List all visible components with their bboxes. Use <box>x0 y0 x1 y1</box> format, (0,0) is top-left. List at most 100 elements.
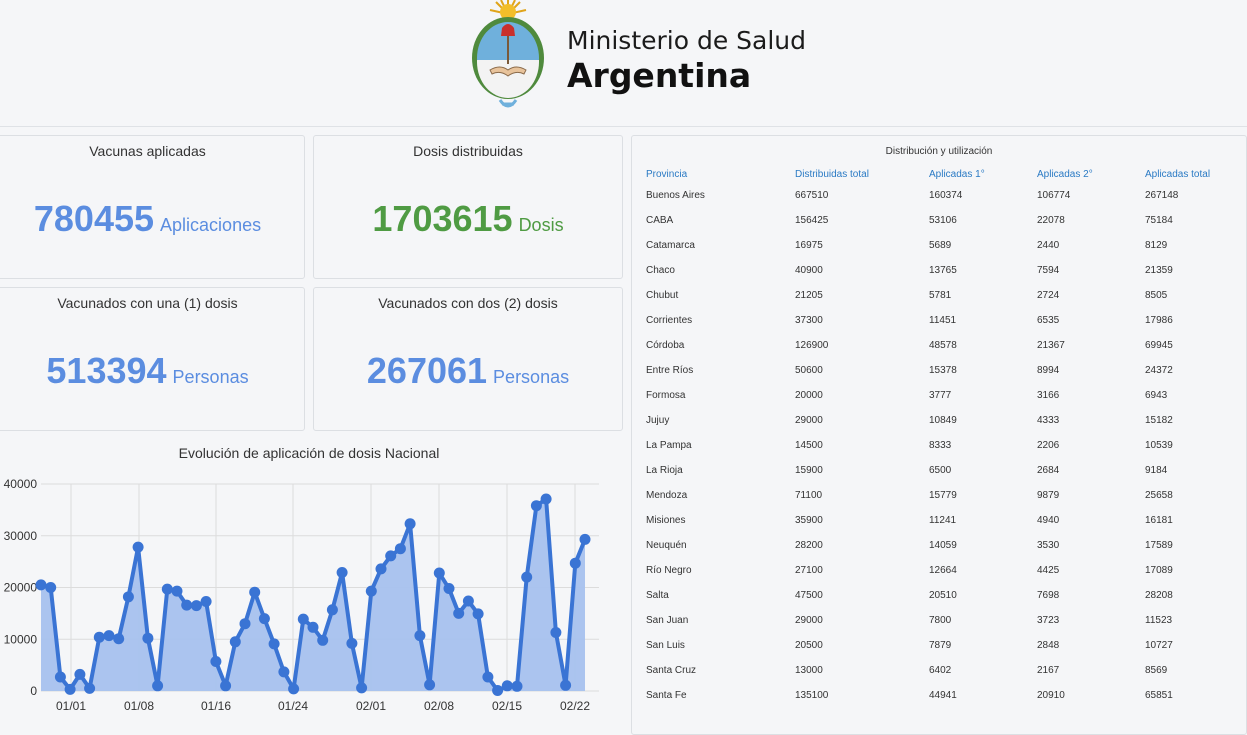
data-point[interactable] <box>103 630 115 642</box>
data-point[interactable] <box>375 563 387 575</box>
x-tick-label: 01/01 <box>56 699 86 713</box>
data-point[interactable] <box>142 632 154 644</box>
column-header-distribuidas[interactable]: Distribuidas total <box>795 169 869 180</box>
data-point[interactable] <box>569 557 581 569</box>
y-tick-label: 40000 <box>4 477 38 491</box>
data-point[interactable] <box>365 585 377 597</box>
data-point[interactable] <box>414 630 426 642</box>
data-point[interactable] <box>288 683 300 695</box>
data-point[interactable] <box>326 604 338 616</box>
data-point[interactable] <box>501 680 513 692</box>
table-row: Buenos Aires 667510 160374 106774 267148 <box>646 183 1225 208</box>
column-header-aplicadas-2[interactable]: Aplicadas 2° <box>1037 169 1093 180</box>
data-point[interactable] <box>84 682 96 694</box>
value-cell: 6500 <box>929 465 952 476</box>
table-row: CABA 156425 53106 22078 75184 <box>646 208 1225 233</box>
data-point[interactable] <box>152 680 164 692</box>
data-point[interactable] <box>54 671 66 683</box>
data-point[interactable] <box>35 579 47 591</box>
value-cell: 156425 <box>795 215 829 226</box>
data-point[interactable] <box>122 591 134 603</box>
data-point[interactable] <box>492 685 504 696</box>
data-point[interactable] <box>472 608 484 620</box>
y-tick-label: 0 <box>30 684 37 698</box>
data-point[interactable] <box>317 634 329 646</box>
stat-unit: Personas <box>172 367 249 387</box>
data-point[interactable] <box>64 683 76 695</box>
province-cell: La Rioja <box>646 465 683 476</box>
data-point[interactable] <box>268 638 280 650</box>
data-point[interactable] <box>462 595 474 607</box>
card-vacunas-aplicadas: Vacunas aplicadas 780455 Aplicaciones <box>0 135 305 279</box>
value-cell: 11523 <box>1145 615 1173 626</box>
data-point[interactable] <box>356 682 368 694</box>
data-point[interactable] <box>336 567 348 578</box>
data-point[interactable] <box>530 500 542 512</box>
data-point[interactable] <box>424 679 436 691</box>
data-point[interactable] <box>93 631 105 643</box>
data-point[interactable] <box>229 636 241 648</box>
data-point[interactable] <box>521 571 533 583</box>
x-tick-label: 02/08 <box>424 699 454 713</box>
data-point[interactable] <box>404 518 416 530</box>
data-point[interactable] <box>200 596 212 607</box>
data-point[interactable] <box>346 637 358 649</box>
value-cell: 29000 <box>795 615 823 626</box>
table-row: Santa Cruz 13000 6402 2167 8569 <box>646 658 1225 683</box>
data-point[interactable] <box>511 680 523 692</box>
data-point[interactable] <box>258 613 270 625</box>
province-cell: Santa Fe <box>646 690 687 701</box>
value-cell: 14059 <box>929 540 957 551</box>
card-vacunados-una-dosis: Vacunados con una (1) dosis 513394 Person… <box>0 287 305 431</box>
value-cell: 24372 <box>1145 365 1173 376</box>
data-point[interactable] <box>385 550 397 562</box>
value-cell: 20510 <box>929 590 957 601</box>
data-point[interactable] <box>540 493 552 505</box>
stat-value-row: 780455 Aplicaciones <box>0 198 304 240</box>
data-point[interactable] <box>210 656 222 667</box>
data-point[interactable] <box>45 582 57 593</box>
data-point[interactable] <box>453 607 465 619</box>
x-tick-label: 01/16 <box>201 699 231 713</box>
data-point[interactable] <box>181 599 193 611</box>
data-point[interactable] <box>394 543 406 555</box>
data-point[interactable] <box>297 613 309 625</box>
table-row: Neuquén 28200 14059 3530 17589 <box>646 533 1225 558</box>
value-cell: 27100 <box>795 565 823 576</box>
value-cell: 3166 <box>1037 390 1060 401</box>
province-cell: Salta <box>646 590 669 601</box>
value-cell: 14500 <box>795 440 823 451</box>
data-point[interactable] <box>161 583 173 595</box>
value-cell: 37300 <box>795 315 823 326</box>
data-point[interactable] <box>307 621 319 633</box>
value-cell: 8569 <box>1145 665 1168 676</box>
data-point[interactable] <box>482 671 494 683</box>
data-point[interactable] <box>278 666 290 678</box>
data-point[interactable] <box>579 533 591 545</box>
data-point[interactable] <box>74 668 86 680</box>
value-cell: 10539 <box>1145 440 1173 451</box>
data-point[interactable] <box>132 541 144 553</box>
column-header-provincia[interactable]: Provincia <box>646 169 688 180</box>
table-row: Chubut 21205 5781 2724 8505 <box>646 283 1225 308</box>
table-row: San Luis 20500 7879 2848 10727 <box>646 633 1225 658</box>
data-point[interactable] <box>560 679 572 691</box>
data-point[interactable] <box>190 600 202 612</box>
data-point[interactable] <box>433 567 445 579</box>
value-cell: 12664 <box>929 565 957 576</box>
data-point[interactable] <box>239 618 251 630</box>
data-point[interactable] <box>113 633 125 645</box>
data-point[interactable] <box>220 680 232 692</box>
column-header-aplicadas-total[interactable]: Aplicadas total <box>1145 169 1211 180</box>
data-point[interactable] <box>443 583 455 594</box>
table-title: Distribución y utilización <box>885 146 993 157</box>
column-header-aplicadas-1[interactable]: Aplicadas 1° <box>929 169 985 180</box>
value-cell: 53106 <box>929 215 957 226</box>
stat-number: 267061 <box>366 350 488 391</box>
card-title: Vacunas aplicadas <box>89 143 206 159</box>
province-cell: Chaco <box>646 265 675 276</box>
value-cell: 667510 <box>795 190 829 201</box>
data-point[interactable] <box>171 585 183 597</box>
data-point[interactable] <box>249 586 261 598</box>
data-point[interactable] <box>550 627 562 638</box>
